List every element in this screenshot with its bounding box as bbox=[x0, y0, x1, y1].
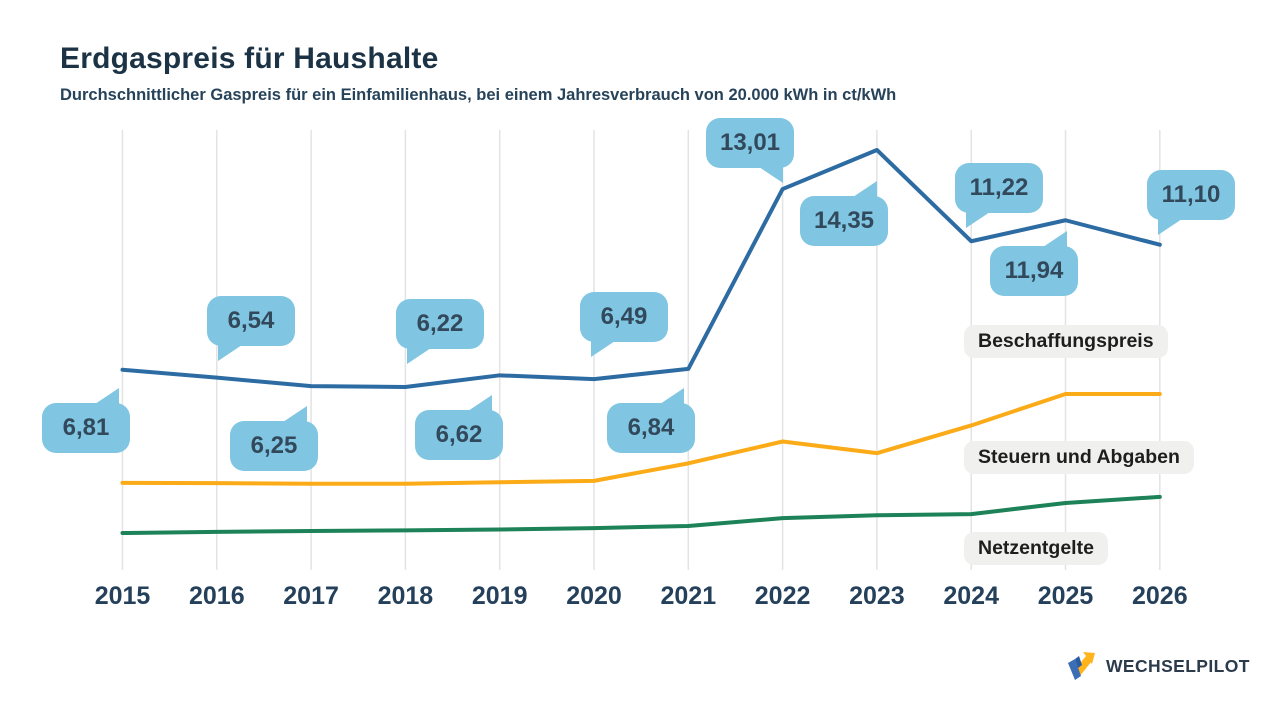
data-label-bubble-2016: 6,54 bbox=[207, 296, 295, 346]
x-axis-label-2016: 2016 bbox=[188, 582, 245, 610]
data-label-bubble-2021: 6,84 bbox=[607, 403, 695, 453]
wechselpilot-logo-text: WECHSELPILOT bbox=[1106, 655, 1250, 676]
data-label-bubble-2018: 6,22 bbox=[396, 299, 484, 349]
data-label-bubble-2017: 6,25 bbox=[230, 421, 318, 471]
data-label-bubble-2026: 11,10 bbox=[1147, 170, 1235, 220]
legend-label-steuern-und-abgaben: Steuern und Abgaben bbox=[964, 441, 1194, 474]
legend-label-beschaffungspreis: Beschaffungspreis bbox=[964, 325, 1168, 358]
data-label-bubble-2024: 11,22 bbox=[955, 163, 1043, 213]
x-axis-label-2025: 2025 bbox=[1037, 582, 1094, 610]
x-axis-label-2017: 2017 bbox=[283, 582, 339, 610]
wechselpilot-logo-icon bbox=[1066, 650, 1098, 682]
x-axis-label-2021: 2021 bbox=[660, 582, 717, 610]
wechselpilot-logo: WECHSELPILOT bbox=[1066, 650, 1250, 682]
page-title: Erdgaspreis für Haushalte bbox=[60, 42, 439, 75]
data-label-bubble-2019: 6,62 bbox=[415, 410, 503, 460]
line-netzentgelte bbox=[120, 494, 1162, 536]
line-steuern-und-abgaben bbox=[120, 391, 1162, 486]
data-label-bubble-2015: 6,81 bbox=[42, 403, 130, 453]
x-axis: 2015 2016 2017 2018 2019 2020 2021 2022 2023 2024… bbox=[0, 582, 1280, 612]
x-axis-label-2015: 2015 bbox=[94, 582, 151, 610]
x-axis-label-2020: 2020 bbox=[566, 582, 622, 610]
data-label-bubble-2022: 13,01 bbox=[706, 118, 794, 168]
line-beschaffungspreis bbox=[120, 147, 1162, 389]
data-label-bubble-2023: 14,35 bbox=[800, 196, 888, 246]
data-label-bubble-2020: 6,49 bbox=[580, 292, 668, 342]
x-axis-label-2024: 2024 bbox=[943, 582, 999, 610]
legend-label-netzentgelte: Netzentgelte bbox=[964, 532, 1108, 565]
x-axis-label-2026: 2026 bbox=[1131, 582, 1188, 610]
page-subtitle: Durchschnittlicher Gaspreis für ein Einf… bbox=[60, 86, 897, 104]
x-axis-label-2018: 2018 bbox=[377, 582, 434, 610]
x-axis-label-2023: 2023 bbox=[849, 582, 905, 610]
x-axis-label-2019: 2019 bbox=[471, 582, 528, 610]
x-axis-label-2022: 2022 bbox=[754, 582, 811, 610]
data-label-bubble-2025: 11,94 bbox=[990, 246, 1078, 296]
